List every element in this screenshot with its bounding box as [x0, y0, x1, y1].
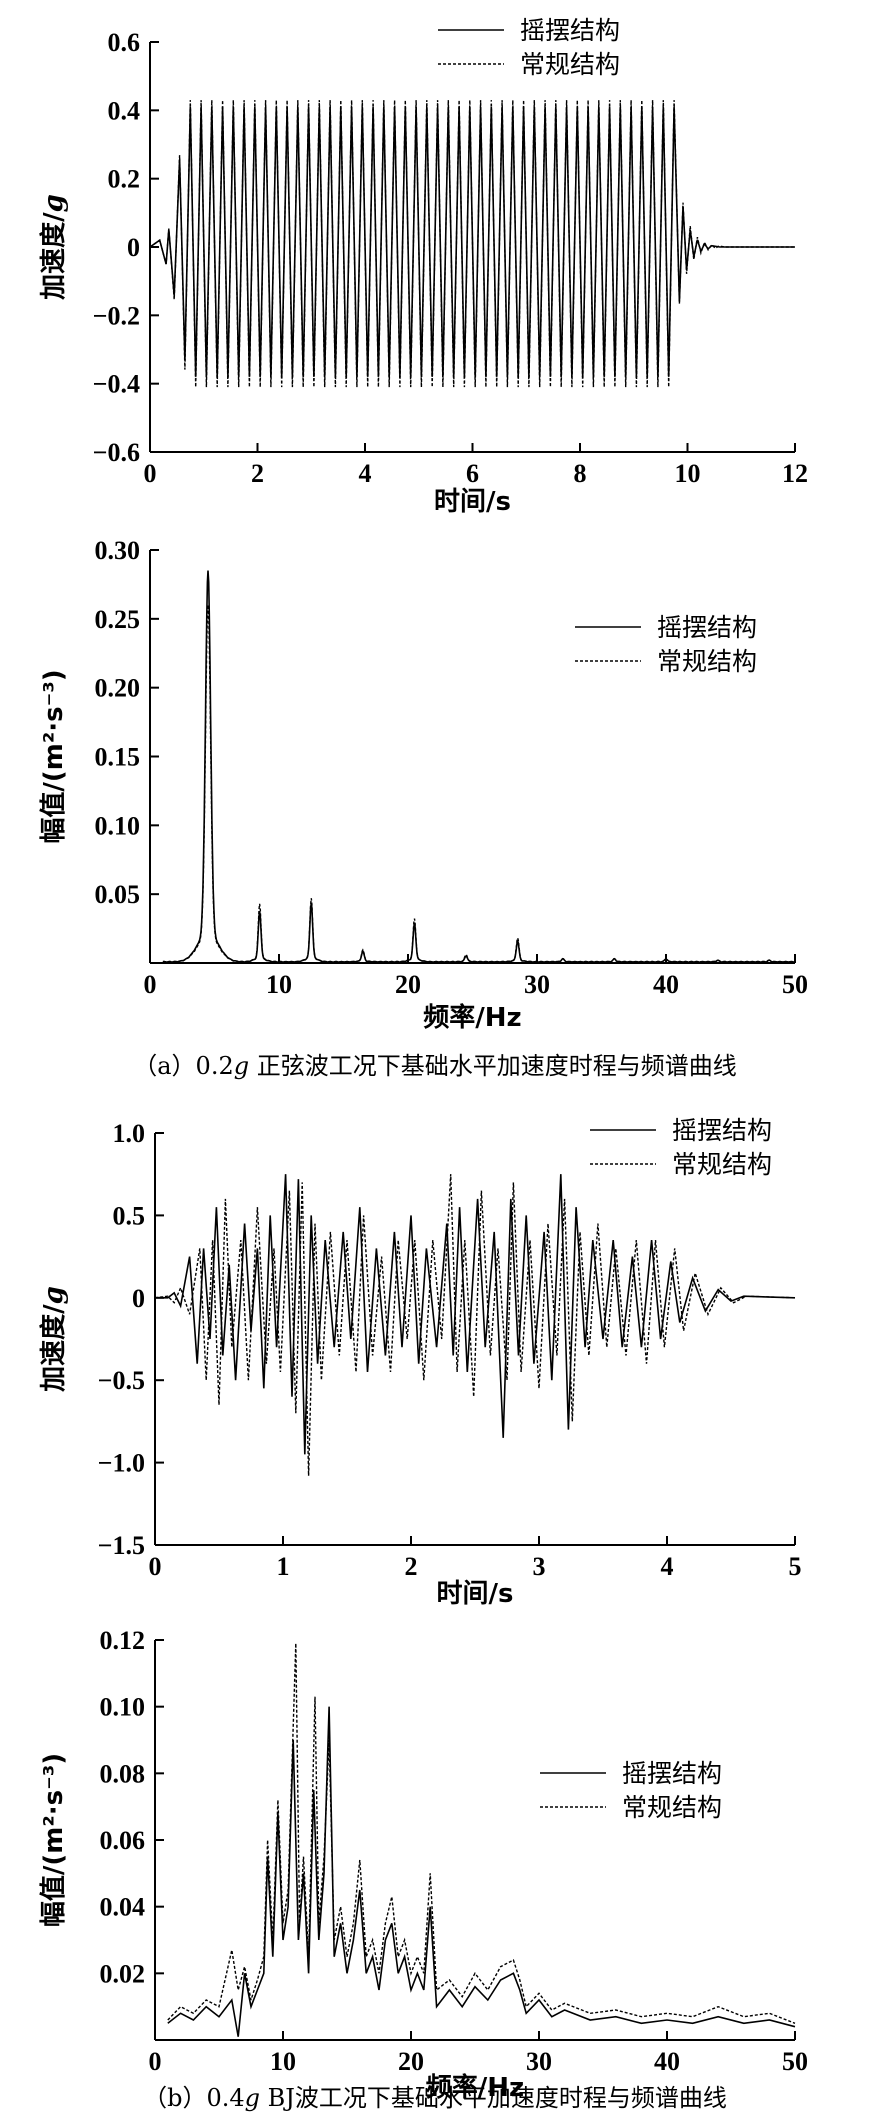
- y-tick-label: 0.30: [95, 536, 141, 565]
- y-tick-label: 0: [132, 1284, 145, 1313]
- y-tick-label: 0.12: [100, 1626, 146, 1655]
- y-tick-label: −0.6: [93, 438, 140, 467]
- x-tick-label: 12: [782, 459, 808, 488]
- y-tick-label: −0.5: [98, 1366, 145, 1395]
- x-tick-label: 1: [277, 1552, 290, 1581]
- x-axis-label: 时间/s: [434, 487, 511, 517]
- chart-b-time-history: 0 1 2 3 4 5 −1.5 −1.0 −0.5 0 0.5 1.0 时间/s 加速度/g 摇摆结构常规…: [38, 1116, 802, 1609]
- x-tick-label: 0: [144, 459, 157, 488]
- y-tick-label: 0.5: [113, 1201, 146, 1230]
- y-tick-label: 0.05: [95, 880, 141, 909]
- caption-a-prefix: （a）0.2: [133, 1052, 233, 1080]
- x-tick-label: 4: [661, 1552, 674, 1581]
- y-tick-label: 0.2: [108, 165, 141, 194]
- x-axis-label: 时间/s: [437, 1579, 514, 1609]
- legend-label: 常规结构: [622, 1793, 722, 1822]
- caption-a-text: 正弦波工况下基础水平加速度时程与频谱曲线: [249, 1052, 737, 1080]
- x-tick-label: 3: [533, 1552, 546, 1581]
- legend-label: 常规结构: [672, 1150, 772, 1179]
- y-tick-label: 0.08: [100, 1759, 146, 1788]
- caption-a-var: g: [234, 1052, 249, 1080]
- legend-label: 摇摆结构: [622, 1759, 722, 1788]
- caption-b-prefix: （b）0.4: [143, 2084, 245, 2112]
- y-axis-label-var: g: [39, 1286, 69, 1304]
- y-axis-label: 加速度/g: [38, 194, 69, 300]
- x-tick-label: 5: [789, 1552, 802, 1581]
- x-tick-label: 0: [149, 2047, 162, 2076]
- y-tick-label: 0: [127, 233, 140, 262]
- series-line-conventional: [149, 100, 795, 388]
- legend-label: 摇摆结构: [672, 1116, 772, 1145]
- y-tick-label: 0.20: [95, 674, 141, 703]
- series-line-conventional: [154, 1174, 796, 1476]
- x-tick-label: 10: [266, 970, 292, 999]
- x-tick-label: 10: [270, 2047, 296, 2076]
- y-tick-label: 0.15: [95, 743, 141, 772]
- x-tick-label: 30: [526, 2047, 552, 2076]
- x-axis-label: 频率/Hz: [426, 2072, 524, 2103]
- y-tick-label: 0.06: [100, 1826, 146, 1855]
- y-axis-label-var: g: [39, 194, 69, 212]
- legend-label: 常规结构: [657, 647, 757, 676]
- x-tick-label: 30: [524, 970, 550, 999]
- series-line-rocking: [167, 1706, 796, 2037]
- y-tick-label: −0.4: [93, 370, 140, 399]
- x-tick-label: 4: [359, 459, 372, 488]
- x-tick-label: 2: [251, 459, 264, 488]
- y-tick-label: 0.10: [100, 1693, 146, 1722]
- x-tick-label: 10: [675, 459, 701, 488]
- y-tick-label: 1.0: [113, 1119, 146, 1148]
- x-tick-label: 8: [574, 459, 587, 488]
- legend-label: 摇摆结构: [657, 613, 757, 642]
- chart-a-time-history: 0 2 4 6 8 10 12 −0.6 −0.4 −0.2 0 0.2 0.4 0.6 时间/s 加速度/g…: [38, 16, 808, 517]
- y-axis-label: 幅值/(m²·s⁻³): [39, 669, 69, 843]
- y-tick-label: 0.10: [95, 811, 141, 840]
- x-tick-label: 50: [782, 970, 808, 999]
- y-tick-label: −1.5: [98, 1531, 145, 1560]
- y-axis-label: 幅值/(m²·s⁻³): [39, 1753, 69, 1927]
- x-tick-label: 2: [405, 1552, 418, 1581]
- chart-a-spectrum: 0 10 20 30 40 50 0.05 0.10 0.15 0.20 0.25 0.30 频率/Hz…: [39, 536, 808, 1033]
- x-tick-label: 0: [149, 1552, 162, 1581]
- legend-label: 常规结构: [520, 50, 620, 79]
- x-tick-label: 0: [144, 970, 157, 999]
- caption-a: （a）0.2g 正弦波工况下基础水平加速度时程与频谱曲线: [133, 1052, 737, 1080]
- y-tick-label: 0.6: [108, 28, 141, 57]
- legend-label: 摇摆结构: [520, 16, 620, 45]
- y-tick-label: 0.25: [95, 605, 141, 634]
- series-line-conventional: [167, 1643, 796, 2024]
- series-line-conventional: [162, 604, 796, 963]
- y-tick-label: −1.0: [98, 1449, 145, 1478]
- y-tick-label: −0.2: [93, 301, 140, 330]
- x-tick-label: 6: [466, 459, 479, 488]
- caption-b-var: g: [245, 2084, 260, 2112]
- x-tick-label: 20: [395, 970, 421, 999]
- chart-b-spectrum: 0 10 20 30 40 50 0.02 0.04 0.06 0.08 0.10 0.12 频率/Hz…: [39, 1626, 808, 2103]
- x-tick-label: 50: [782, 2047, 808, 2076]
- caption-b-text: BJ波工况下基础水平加速度时程与频谱曲线: [260, 2084, 727, 2112]
- x-tick-label: 40: [654, 2047, 680, 2076]
- x-tick-label: 20: [398, 2047, 424, 2076]
- y-tick-label: 0.4: [108, 96, 141, 125]
- y-axis-label: 加速度/g: [38, 1286, 69, 1392]
- y-tick-label: 0.04: [100, 1893, 146, 1922]
- x-tick-label: 40: [653, 970, 679, 999]
- x-axis-label: 频率/Hz: [423, 1002, 521, 1033]
- y-tick-label: 0.02: [100, 1959, 146, 1988]
- caption-b: （b）0.4g BJ波工况下基础水平加速度时程与频谱曲线: [143, 2084, 727, 2112]
